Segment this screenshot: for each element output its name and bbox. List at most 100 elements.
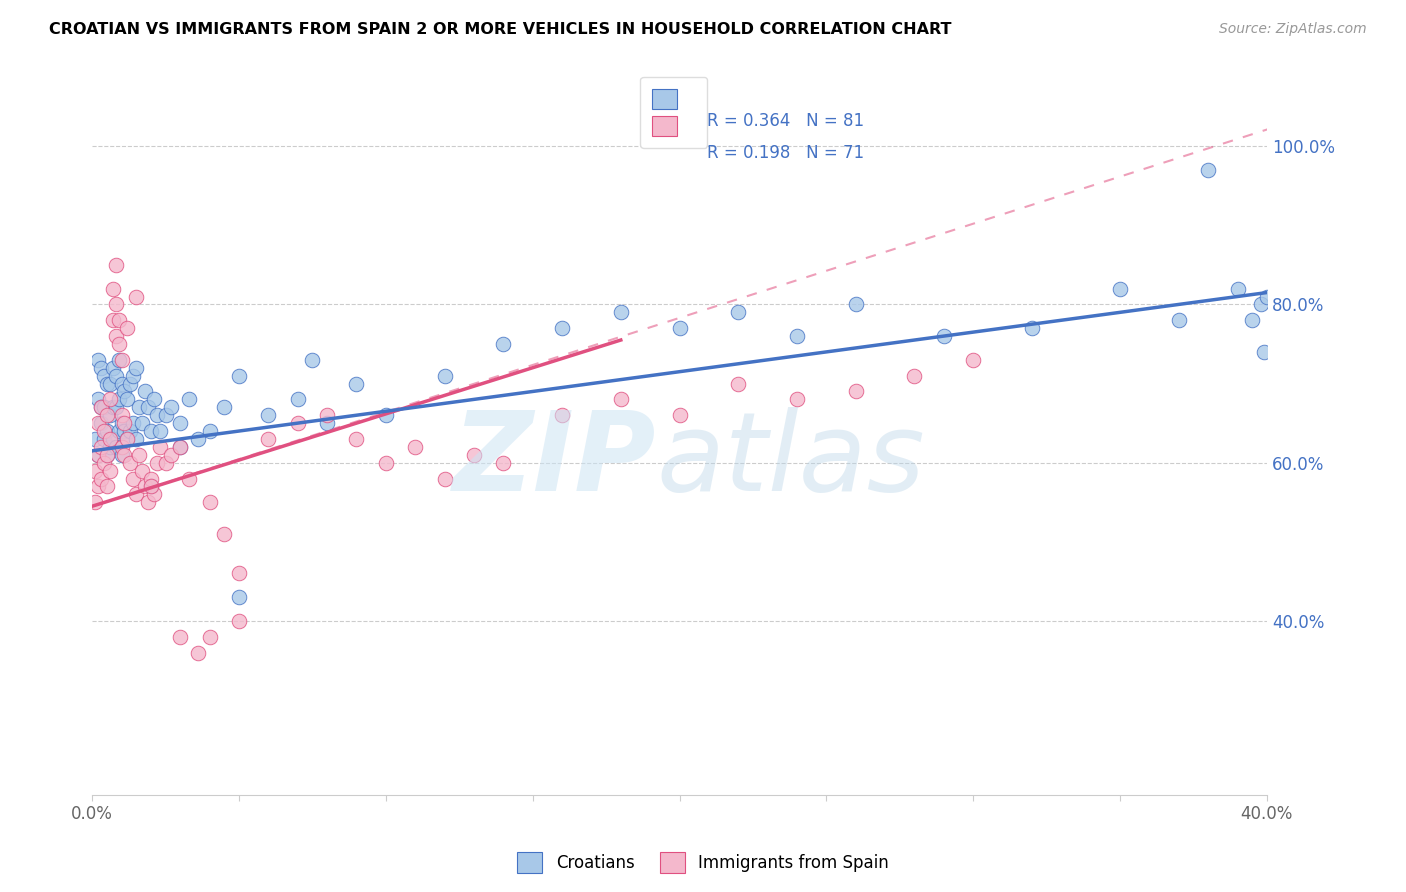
- Point: [107, 337, 129, 351]
- Point: [117, 432, 139, 446]
- Point: [786, 329, 808, 343]
- Point: [114, 424, 136, 438]
- Point: [786, 392, 808, 407]
- Point: [169, 440, 191, 454]
- Point: [433, 368, 456, 383]
- Point: [87, 392, 110, 407]
- Point: [962, 352, 984, 367]
- Point: [228, 614, 250, 628]
- Point: [932, 329, 955, 343]
- Point: [610, 392, 633, 407]
- Point: [433, 471, 456, 485]
- Point: [104, 401, 127, 415]
- Point: [374, 456, 396, 470]
- Point: [122, 416, 145, 430]
- Point: [101, 432, 124, 446]
- Point: [104, 297, 127, 311]
- Point: [1226, 282, 1249, 296]
- Point: [110, 440, 132, 454]
- Point: [107, 392, 129, 407]
- Point: [90, 360, 112, 375]
- Point: [198, 424, 221, 438]
- Point: [93, 368, 115, 383]
- Point: [125, 487, 148, 501]
- Point: [104, 440, 127, 454]
- Point: [198, 495, 221, 509]
- Point: [90, 440, 112, 454]
- Point: [101, 360, 124, 375]
- Point: [107, 424, 129, 438]
- Point: [146, 408, 169, 422]
- Point: [98, 464, 121, 478]
- Point: [107, 313, 129, 327]
- Point: [1109, 282, 1132, 296]
- Point: [668, 321, 690, 335]
- Point: [177, 471, 200, 485]
- Point: [1256, 289, 1278, 303]
- Point: [128, 448, 150, 462]
- Point: [727, 305, 749, 319]
- Point: [139, 479, 162, 493]
- Point: [1021, 321, 1043, 335]
- Point: [187, 646, 209, 660]
- Point: [131, 464, 153, 478]
- Point: [845, 297, 868, 311]
- Point: [346, 376, 368, 391]
- Point: [1250, 297, 1272, 311]
- Point: [228, 591, 250, 605]
- Point: [87, 448, 110, 462]
- Point: [177, 392, 200, 407]
- Point: [131, 416, 153, 430]
- Point: [87, 352, 110, 367]
- Point: [98, 392, 121, 407]
- Point: [668, 408, 690, 422]
- Point: [610, 305, 633, 319]
- Point: [727, 376, 749, 391]
- Point: [90, 416, 112, 430]
- Point: [551, 408, 574, 422]
- Point: [84, 495, 107, 509]
- Point: [98, 408, 121, 422]
- Point: [96, 408, 118, 422]
- Text: atlas: atlas: [657, 407, 925, 514]
- Point: [139, 424, 162, 438]
- Point: [125, 289, 148, 303]
- Point: [198, 630, 221, 644]
- Point: [257, 408, 280, 422]
- Point: [98, 440, 121, 454]
- Point: [316, 416, 339, 430]
- Point: [96, 479, 118, 493]
- Point: [169, 630, 191, 644]
- Point: [139, 471, 162, 485]
- Point: [93, 424, 115, 438]
- Point: [257, 432, 280, 446]
- Point: [101, 313, 124, 327]
- Point: [149, 440, 172, 454]
- Point: [104, 258, 127, 272]
- Point: [90, 401, 112, 415]
- Point: [463, 448, 485, 462]
- Point: [122, 471, 145, 485]
- Point: [169, 416, 191, 430]
- Point: [149, 424, 172, 438]
- Point: [101, 282, 124, 296]
- Point: [98, 432, 121, 446]
- Legend: Croatians, Immigrants from Spain: Croatians, Immigrants from Spain: [510, 846, 896, 880]
- Point: [146, 456, 169, 470]
- Point: [228, 368, 250, 383]
- Point: [87, 479, 110, 493]
- Point: [214, 401, 236, 415]
- Point: [93, 456, 115, 470]
- Legend:  ,  : ,: [640, 77, 707, 147]
- Point: [93, 432, 115, 446]
- Point: [551, 321, 574, 335]
- Point: [1167, 313, 1189, 327]
- Text: R = 0.198   N = 71: R = 0.198 N = 71: [707, 144, 865, 161]
- Point: [155, 456, 177, 470]
- Point: [90, 471, 112, 485]
- Point: [160, 401, 183, 415]
- Point: [84, 432, 107, 446]
- Point: [125, 360, 148, 375]
- Point: [1197, 162, 1219, 177]
- Point: [160, 448, 183, 462]
